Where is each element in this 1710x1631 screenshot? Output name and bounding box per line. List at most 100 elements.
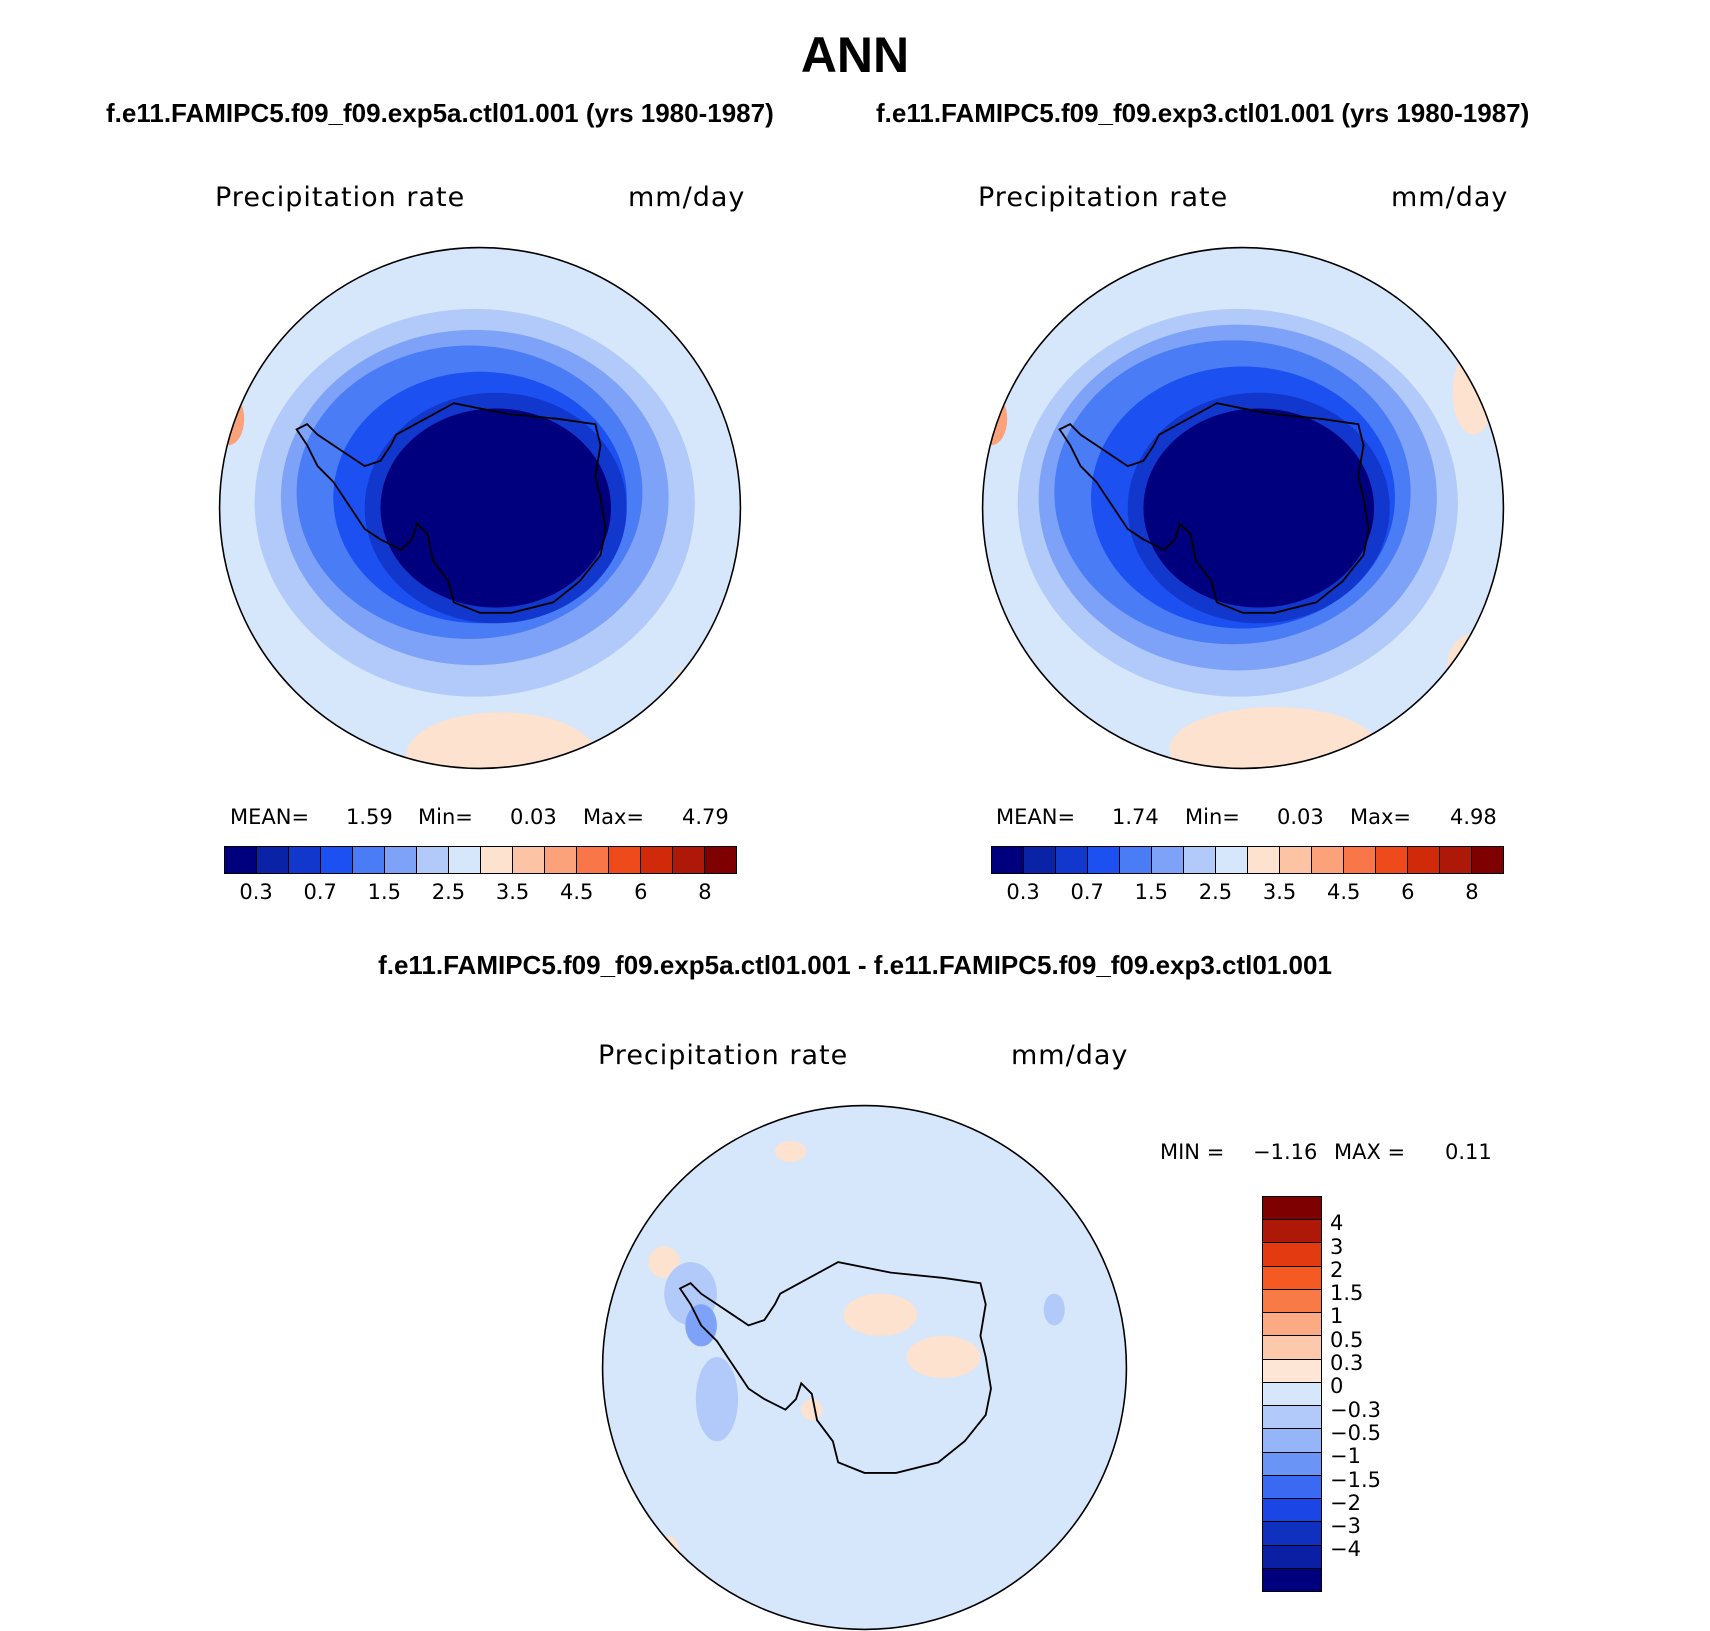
colorbar-tick-label: −0.5 xyxy=(1330,1420,1381,1445)
colorbar-box xyxy=(992,847,1024,873)
panel-2-map xyxy=(981,246,1505,770)
panel-1-units-label: mm/day xyxy=(628,182,746,213)
colorbar-box xyxy=(1376,847,1408,873)
colorbar-box xyxy=(1263,1475,1321,1500)
colorbar-tick-label: 6 xyxy=(1401,880,1415,904)
colorbar-box xyxy=(1263,1289,1321,1314)
colorbar-box xyxy=(641,847,673,873)
colorbar-box xyxy=(449,847,481,873)
colorbar-tick-label: −4 xyxy=(1330,1537,1361,1562)
colorbar-tick-label: 8 xyxy=(698,880,712,904)
colorbar-box xyxy=(1263,1429,1321,1453)
colorbar-box xyxy=(1263,1499,1321,1523)
panel-1-min-value: 0.03 xyxy=(510,805,557,829)
colorbar-tick-label: −2 xyxy=(1330,1490,1361,1515)
colorbar-tick-label: 1.5 xyxy=(367,880,402,904)
colorbar-box xyxy=(673,847,705,873)
panel-2-units-label: mm/day xyxy=(1391,182,1509,213)
panel-2-min-label: Min= xyxy=(1185,805,1240,829)
figure-title: ANN xyxy=(800,27,910,83)
colorbar-tick-label: 0.3 xyxy=(1006,880,1040,904)
colorbar-tick-label: 3 xyxy=(1330,1234,1344,1259)
colorbar-box xyxy=(1263,1197,1321,1221)
colorbar-box xyxy=(1263,1568,1321,1591)
colorbar-box xyxy=(1408,847,1440,873)
colorbar-tick-label: 2.5 xyxy=(1198,880,1233,904)
panel-2-min-value: 0.03 xyxy=(1277,805,1324,829)
colorbar-box xyxy=(1263,1545,1321,1569)
panel-2-max-label: Max= xyxy=(1350,805,1412,829)
colorbar-tick-label: 4.5 xyxy=(559,880,594,904)
colorbar-tick-label: −1.5 xyxy=(1330,1467,1381,1492)
diff-units-label: mm/day xyxy=(1011,1040,1129,1071)
panel-2-case-title: f.e11.FAMIPC5.f09_f09.exp3.ctl01.001 (yr… xyxy=(876,98,1530,128)
colorbar-box xyxy=(1344,847,1376,873)
diff-max-value: 0.11 xyxy=(1445,1140,1492,1164)
colorbar-tick-label: 3.5 xyxy=(1262,880,1297,904)
colorbar-tick-label: −0.3 xyxy=(1330,1397,1381,1422)
colorbar-box xyxy=(1216,847,1248,873)
colorbar-box xyxy=(1120,847,1152,873)
colorbar-tick-label: 0 xyxy=(1330,1374,1344,1399)
diff-min-value: −1.16 xyxy=(1253,1140,1318,1164)
colorbar-box xyxy=(385,847,417,873)
panel-1-variable-label: Precipitation rate xyxy=(215,182,466,213)
colorbar-tick-label: 1 xyxy=(1330,1304,1344,1329)
colorbar-tick-label: 8 xyxy=(1465,880,1479,904)
diff-colorbar xyxy=(1262,1196,1322,1592)
diff-title: f.e11.FAMIPC5.f09_f09.exp5a.ctl01.001 - … xyxy=(378,950,1332,980)
colorbar-box xyxy=(1263,1313,1321,1337)
panel-1-mean-value: 1.59 xyxy=(346,805,393,829)
colorbar-box xyxy=(1472,847,1503,873)
colorbar-box xyxy=(481,847,513,873)
colorbar-box xyxy=(1263,1382,1321,1407)
diff-min-label: MIN = xyxy=(1160,1140,1225,1164)
colorbar-tick-label: 0.3 xyxy=(1330,1351,1364,1376)
colorbar-tick-label: 4 xyxy=(1330,1211,1344,1236)
colorbar-box xyxy=(1440,847,1472,873)
colorbar-box xyxy=(225,847,257,873)
colorbar-box xyxy=(1263,1220,1321,1244)
panel-1-colorbar xyxy=(224,846,737,874)
colorbar-box xyxy=(545,847,577,873)
panel-1-mean-label: MEAN= xyxy=(230,805,310,829)
colorbar-tick-label: 0.3 xyxy=(239,880,273,904)
colorbar-box xyxy=(1263,1359,1321,1383)
colorbar-box xyxy=(1312,847,1344,873)
colorbar-tick-label: 0.5 xyxy=(1330,1327,1364,1352)
colorbar-tick-label: 3.5 xyxy=(495,880,530,904)
panel-2-variable-label: Precipitation rate xyxy=(978,182,1229,213)
panel-2-mean-label: MEAN= xyxy=(996,805,1076,829)
colorbar-box xyxy=(417,847,449,873)
colorbar-tick-label: −1 xyxy=(1330,1444,1361,1469)
colorbar-box xyxy=(1263,1522,1321,1546)
diff-variable-label: Precipitation rate xyxy=(598,1040,849,1071)
colorbar-box xyxy=(321,847,353,873)
panel-1-max-value: 4.79 xyxy=(682,805,729,829)
colorbar-tick-label: 4.5 xyxy=(1326,880,1361,904)
colorbar-box xyxy=(1056,847,1088,873)
diff-map xyxy=(601,1104,1128,1631)
panel-1-case-title: f.e11.FAMIPC5.f09_f09.exp5a.ctl01.001 (y… xyxy=(106,98,774,128)
panel-2-colorbar xyxy=(991,846,1504,874)
panel-2-mean-value: 1.74 xyxy=(1112,805,1159,829)
colorbar-box xyxy=(705,847,736,873)
colorbar-tick-label: 1.5 xyxy=(1330,1281,1364,1306)
colorbar-tick-label: −3 xyxy=(1330,1514,1361,1539)
colorbar-box xyxy=(609,847,641,873)
colorbar-tick-label: 2.5 xyxy=(431,880,466,904)
colorbar-box xyxy=(353,847,385,873)
panel-1-max-label: Max= xyxy=(583,805,645,829)
colorbar-box xyxy=(1263,1266,1321,1290)
colorbar-box xyxy=(1248,847,1280,873)
colorbar-box xyxy=(1263,1243,1321,1267)
colorbar-tick-label: 1.5 xyxy=(1134,880,1169,904)
colorbar-box xyxy=(1152,847,1184,873)
colorbar-box xyxy=(1088,847,1120,873)
colorbar-box xyxy=(1184,847,1216,873)
colorbar-box xyxy=(1263,1336,1321,1360)
colorbar-tick-label: 2 xyxy=(1330,1257,1344,1282)
colorbar-box xyxy=(1263,1406,1321,1430)
colorbar-box xyxy=(289,847,321,873)
colorbar-tick-label: 0.7 xyxy=(303,880,337,904)
